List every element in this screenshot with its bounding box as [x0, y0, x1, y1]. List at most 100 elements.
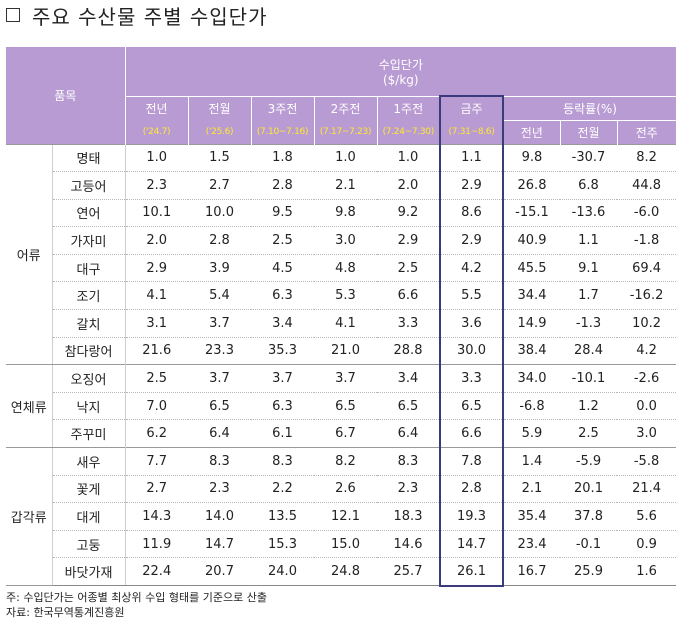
- current-week-price-cell: 3.3: [439, 364, 504, 393]
- change-rate-cell: 3.0: [617, 419, 677, 448]
- period-date: ('24.7): [124, 120, 188, 144]
- current-week-price-cell: 2.9: [439, 226, 504, 255]
- price-cell: 8.3: [251, 447, 314, 476]
- price-cell: 6.3: [251, 391, 314, 420]
- price-cell: 2.9: [377, 226, 440, 255]
- price-cell: 2.5: [251, 226, 314, 255]
- price-cell: 3.1: [124, 309, 188, 338]
- current-week-price-cell: 14.7: [439, 529, 504, 558]
- change-rate-cell: 5.9: [503, 419, 560, 448]
- table-row: 대구 2.9 3.9 4.5 4.8 2.5 4.2 45.5 9.1 69.4: [6, 253, 677, 282]
- price-cell: 6.7: [314, 419, 377, 448]
- price-cell: 2.0: [124, 226, 188, 255]
- change-rate-cell: 2.1: [503, 474, 560, 503]
- change-rate-cell: 38.4: [503, 336, 560, 365]
- price-cell: 2.7: [124, 474, 188, 503]
- price-cell: 4.5: [251, 253, 314, 282]
- price-cell: 11.9: [124, 529, 188, 558]
- change-rate-cell: 20.1: [560, 474, 617, 503]
- change-rate-cell: 5.6: [617, 502, 677, 531]
- change-rate-cell: 45.5: [503, 253, 560, 282]
- change-rate-cell: 16.7: [503, 557, 560, 586]
- change-rate-cell: 1.4: [503, 447, 560, 476]
- change-rate-cell: -6.8: [503, 391, 560, 420]
- change-rate-cell: -1.8: [617, 226, 677, 255]
- item-name-cell: 참다랑어: [51, 336, 125, 365]
- period-date: (7.17~7.23): [313, 120, 377, 144]
- current-week-price-cell: 5.5: [439, 281, 504, 310]
- header-row-3: ('24.7) ('25.6) (7.10~7.16) (7.17~7.23) (7.2…: [6, 120, 677, 144]
- change-rate-cell: 1.2: [560, 391, 617, 420]
- change-rate-cell: 34.0: [503, 364, 560, 393]
- price-cell: 20.7: [188, 557, 251, 586]
- current-week-price-cell: 8.6: [439, 198, 504, 227]
- change-rate-cell: 44.8: [617, 171, 677, 200]
- change-rate-cell: -6.0: [617, 198, 677, 227]
- change-rate-cell: 9.8: [503, 143, 560, 172]
- price-cell: 2.3: [124, 171, 188, 200]
- price-cell: 21.0: [314, 336, 377, 365]
- change-rate-cell: 2.5: [560, 419, 617, 448]
- change-rate-cell: 21.4: [617, 474, 677, 503]
- price-cell: 18.3: [377, 502, 440, 531]
- price-cell: 22.4: [124, 557, 188, 586]
- price-cell: 28.8: [377, 336, 440, 365]
- price-cell: 13.5: [251, 502, 314, 531]
- current-week-price-cell: 6.5: [439, 391, 504, 420]
- title-text: 주요 수산물 주별 수입단가: [32, 4, 268, 29]
- change-rate-cell: -2.6: [617, 364, 677, 393]
- table-row: 꽃게 2.7 2.3 2.2 2.6 2.3 2.8 2.1 20.1 21.4: [6, 474, 677, 503]
- item-name-cell: 조기: [51, 281, 125, 310]
- price-cell: 23.3: [188, 336, 251, 365]
- change-rate-cell: 25.9: [560, 557, 617, 586]
- item-name-cell: 갈치: [51, 309, 125, 338]
- price-cell: 8.3: [188, 447, 251, 476]
- table-row: 바닷가재 22.4 20.7 24.0 24.8 25.7 26.1 16.7 25.9 1.6: [6, 557, 677, 587]
- price-cell: 3.4: [377, 364, 440, 393]
- price-cell: 6.6: [377, 281, 440, 310]
- price-cell: 6.4: [188, 419, 251, 448]
- table-row: 연어 10.1 10.0 9.5 9.8 9.2 8.6 -15.1 -13.6 -6.0: [6, 198, 677, 227]
- item-name-cell: 연어: [51, 198, 125, 227]
- change-rate-cell: 14.9: [503, 309, 560, 338]
- current-week-price-cell: 6.6: [439, 419, 504, 448]
- price-cell: 24.0: [251, 557, 314, 586]
- item-name-cell: 주꾸미: [51, 419, 125, 448]
- item-name-cell: 오징어: [51, 364, 125, 393]
- current-week-price-cell: 26.1: [439, 557, 504, 587]
- item-name-cell: 바닷가재: [51, 557, 125, 586]
- period-date: ('25.6): [187, 120, 251, 144]
- price-cell: 2.8: [251, 171, 314, 200]
- price-cell: 2.5: [377, 253, 440, 282]
- price-cell: 7.0: [124, 391, 188, 420]
- change-col-label: 전년: [502, 120, 560, 144]
- price-cell: 3.4: [251, 309, 314, 338]
- page-title: 주요 수산물 주별 수입단가: [6, 2, 268, 29]
- price-cell: 2.8: [188, 226, 251, 255]
- price-cell: 3.9: [188, 253, 251, 282]
- price-cell: 2.2: [251, 474, 314, 503]
- price-cell: 9.2: [377, 198, 440, 227]
- change-col-label: 전주: [616, 120, 677, 144]
- table-row: 대게 14.3 14.0 13.5 12.1 18.3 19.3 35.4 37.8 5.6: [6, 502, 677, 531]
- current-week-price-cell: 3.6: [439, 309, 504, 338]
- price-cell: 25.7: [377, 557, 440, 586]
- current-week-price-cell: 1.1: [439, 143, 504, 172]
- price-cell: 14.3: [124, 502, 188, 531]
- header-item: 품목: [6, 47, 125, 144]
- price-cell: 2.0: [377, 171, 440, 200]
- change-rate-cell: 0.0: [617, 391, 677, 420]
- period-date: (7.10~7.16): [250, 120, 314, 144]
- table-row: 연체류 오징어 2.5 3.7 3.7 3.7 3.4 3.3 34.0 -10.1 -2.6: [6, 364, 677, 449]
- change-rate-cell: 23.4: [503, 529, 560, 558]
- price-cell: 2.3: [188, 474, 251, 503]
- price-cell: 3.7: [188, 364, 251, 393]
- price-cell: 6.1: [251, 419, 314, 448]
- price-cell: 4.1: [124, 281, 188, 310]
- change-rate-cell: 34.4: [503, 281, 560, 310]
- price-cell: 10.1: [124, 198, 188, 227]
- table-row: 갑각류 새우 7.7 8.3 8.3 8.2 8.3 7.8 1.4 -5.9 -5.8: [6, 447, 677, 586]
- price-cell: 14.7: [188, 529, 251, 558]
- price-cell: 1.0: [314, 143, 377, 172]
- price-cell: 4.8: [314, 253, 377, 282]
